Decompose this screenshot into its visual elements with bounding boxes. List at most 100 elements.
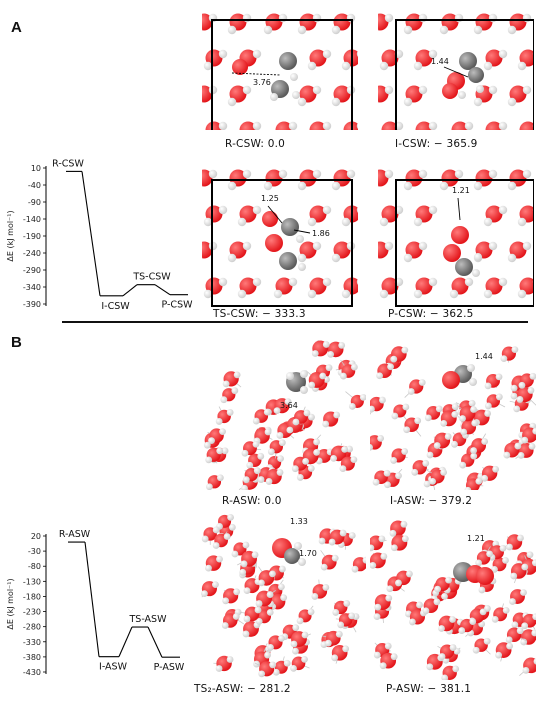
distance-label: 3.76 [253, 78, 271, 87]
hydrogen-atom [517, 534, 524, 542]
hydrogen-atom [486, 550, 494, 558]
hydrogen-atom [257, 476, 265, 483]
hydrogen-atom [483, 637, 491, 645]
hydrogen-atom [528, 442, 536, 450]
hydrogen-atom [441, 674, 449, 680]
hydrogen-atom [252, 49, 262, 59]
oxygen-atom [451, 226, 469, 244]
y-tick-label: -240 [23, 249, 41, 258]
state-label: I-ASW [99, 662, 128, 673]
hydrogen-atom [370, 405, 375, 413]
distance-label: 1.21 [467, 534, 485, 543]
hydrogen-atom [475, 477, 483, 485]
hydrogen-atom [471, 419, 479, 427]
hydrogen-atom [322, 121, 332, 130]
hydrogen-atom [278, 439, 286, 447]
hydrogen-atom [348, 402, 356, 410]
hydrogen-atom [413, 289, 423, 299]
hydrogen-atom [402, 403, 410, 411]
hydrogen-atom [327, 351, 335, 358]
hydrogen-atom [227, 181, 237, 191]
hydrogen-atom [290, 664, 297, 672]
hydrogen-atom [272, 668, 280, 676]
hydrogen-atom [341, 61, 351, 71]
hydrogen-atom [218, 277, 228, 287]
hydrogen-atom [521, 436, 529, 444]
hydrogen-atom [401, 448, 409, 455]
oxygen-atom [381, 121, 399, 130]
hydrogen-atom [215, 665, 223, 672]
hydrogen-atom [292, 418, 300, 426]
hydrogen-atom [258, 670, 266, 678]
hydrogen-atom [484, 382, 492, 390]
hydrogen-atom [276, 469, 284, 476]
hydrogen-atom [218, 49, 228, 59]
hydrogen-atom [428, 277, 438, 287]
hydrogen-atom [252, 440, 260, 448]
hydrogen-atom [449, 644, 457, 651]
hydrogen-atom [495, 651, 503, 659]
hydrogen-atom [356, 123, 358, 129]
hydrogen-atom [307, 465, 315, 472]
hydrogen-atom [270, 93, 278, 101]
y-tick-label: -390 [23, 300, 41, 309]
hydrogen-atom [384, 85, 394, 95]
hydrogen-atom [370, 444, 374, 451]
hydrogen-atom [370, 544, 375, 552]
hydrogen-atom [322, 277, 332, 287]
hydrogen-atom [502, 556, 509, 564]
oxygen-atom [205, 121, 223, 130]
hydrogen-atom [203, 61, 213, 71]
oxygen-atom [519, 121, 534, 130]
hydrogen-atom [459, 415, 466, 422]
hydrogen-atom [481, 438, 489, 445]
hydrogen-atom [379, 396, 386, 404]
hydrogen-atom [218, 205, 228, 215]
hydrogen-atom [253, 467, 261, 475]
hydrogen-atom [473, 181, 483, 191]
y-tick-label: -130 [23, 577, 41, 586]
hydrogen-atom [499, 544, 507, 552]
hydrogen-atom [531, 559, 536, 567]
y-tick-label: -340 [23, 283, 41, 292]
hydrogen-atom [406, 570, 413, 578]
hydrogen-atom [507, 97, 517, 107]
hydrogen-atom [297, 253, 307, 263]
hydrogen-atom [438, 653, 446, 660]
panel-letter-a: A [11, 19, 22, 36]
oxygen-atom [275, 121, 293, 130]
hydrogen-atom [277, 583, 285, 591]
hydrogen-atom [203, 217, 213, 227]
oxygen-atom [343, 121, 358, 130]
hydrogen-atom [231, 550, 239, 558]
y-tick-label: 20 [31, 532, 41, 541]
hydrogen-atom [454, 169, 464, 179]
hydrogen-atom [243, 615, 251, 623]
hydrogen-atom [468, 399, 476, 407]
hydrogen-atom [526, 551, 534, 559]
energy-connector [147, 626, 163, 658]
hydrogen-atom [384, 642, 392, 650]
structure-caption: I-ASW: − 379.2 [390, 495, 473, 507]
hydrogen-atom [292, 647, 299, 655]
hydrogen-atom [331, 25, 341, 35]
hydrogen-atom [311, 593, 319, 600]
hydrogen-atom [283, 659, 291, 667]
hydrogen-atom [301, 631, 309, 639]
hydrogen-atom [331, 253, 341, 263]
distance-marker [293, 229, 311, 234]
hydrogen-atom [212, 542, 220, 549]
hydrogen-atom [222, 380, 230, 388]
hydrogen-atom [509, 598, 516, 605]
hydrogen-atom [286, 426, 294, 434]
y-tick-label: -80 [28, 562, 41, 571]
hydrogen-atom [312, 85, 322, 95]
hydrogen-atom [223, 533, 231, 540]
hydrogen-atom [338, 342, 346, 349]
hydrogen-atom [451, 440, 458, 448]
hydrogen-atom [434, 585, 441, 593]
hydrogen-atom [222, 597, 230, 605]
hydrogen-atom [498, 49, 508, 59]
hydrogen-atom [438, 625, 445, 632]
hydrogen-atom [228, 523, 236, 531]
